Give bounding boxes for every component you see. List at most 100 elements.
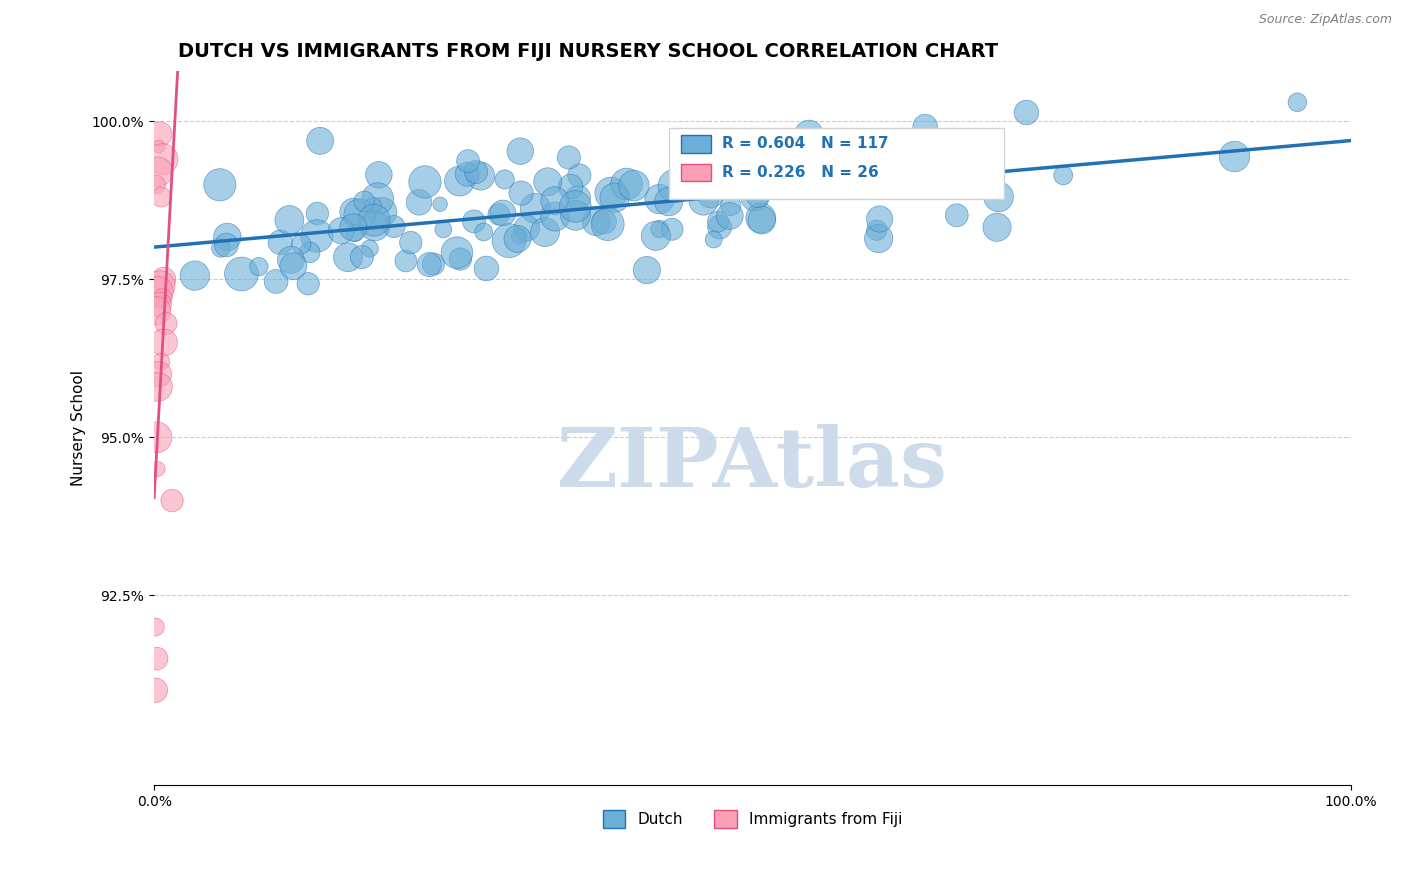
Point [146, 462, 169, 476]
Point [463, 214, 485, 228]
Point [886, 166, 908, 180]
Point [543, 194, 565, 208]
Point [349, 208, 371, 222]
Y-axis label: Nursery School: Nursery School [72, 370, 86, 486]
Point [367, 192, 389, 206]
Point [350, 250, 373, 264]
Point [297, 277, 319, 291]
Point [1015, 105, 1038, 120]
Point [449, 174, 471, 188]
Point [449, 252, 471, 266]
Point [364, 219, 387, 233]
Point [146, 841, 169, 855]
Point [150, 190, 173, 204]
Point [143, 810, 166, 824]
Point [914, 120, 936, 134]
Point [508, 229, 530, 244]
Point [585, 215, 607, 229]
Point [280, 252, 302, 267]
Point [470, 169, 492, 183]
Point [568, 169, 591, 183]
Point [537, 175, 560, 189]
Point [184, 268, 207, 283]
Point [987, 190, 1010, 204]
Point [692, 194, 714, 208]
Point [593, 214, 616, 228]
Point [231, 267, 253, 281]
Point [264, 275, 287, 289]
Point [664, 179, 686, 194]
Point [831, 154, 853, 169]
Point [283, 259, 305, 273]
Point [869, 212, 891, 227]
Point [596, 217, 619, 231]
Point [945, 208, 967, 222]
Point [145, 178, 167, 192]
Text: ZIPAtlas: ZIPAtlas [557, 424, 948, 504]
FancyBboxPatch shape [669, 128, 1004, 199]
Point [636, 263, 658, 277]
Point [616, 177, 638, 191]
Point [146, 165, 169, 179]
Point [623, 178, 645, 193]
Point [149, 127, 172, 141]
Text: R = 0.226   N = 26: R = 0.226 N = 26 [723, 165, 879, 179]
Point [749, 211, 772, 225]
Point [367, 168, 389, 182]
Point [603, 191, 626, 205]
Text: Source: ZipAtlas.com: Source: ZipAtlas.com [1258, 13, 1392, 27]
Point [150, 354, 173, 368]
Point [741, 156, 763, 170]
Point [152, 335, 174, 350]
Point [898, 144, 921, 158]
Point [143, 620, 166, 634]
Point [509, 144, 531, 158]
Point [353, 194, 375, 209]
Point [720, 198, 742, 212]
Point [661, 222, 683, 236]
Point [422, 257, 444, 271]
Point [658, 194, 681, 209]
Point [361, 198, 384, 212]
Point [751, 213, 773, 227]
Point [148, 139, 170, 153]
Point [797, 127, 820, 141]
Point [382, 219, 405, 234]
Point [160, 493, 183, 508]
Point [492, 206, 515, 220]
Point [1223, 149, 1246, 163]
Point [290, 237, 312, 252]
Point [146, 285, 169, 299]
Point [869, 166, 891, 180]
Point [457, 154, 479, 169]
FancyBboxPatch shape [681, 163, 710, 181]
Point [534, 225, 557, 239]
Legend: Dutch, Immigrants from Fiji: Dutch, Immigrants from Fiji [596, 804, 908, 835]
Point [516, 221, 538, 235]
Point [567, 190, 589, 204]
Point [560, 179, 582, 194]
Point [152, 272, 174, 286]
Point [145, 430, 167, 444]
Point [506, 232, 529, 246]
Point [488, 207, 510, 221]
Point [343, 226, 366, 240]
Point [866, 223, 889, 237]
FancyBboxPatch shape [681, 135, 710, 153]
Point [690, 141, 713, 155]
Point [149, 278, 172, 293]
Point [456, 167, 478, 181]
Point [747, 189, 769, 203]
Point [395, 254, 418, 268]
Text: R = 0.604   N = 117: R = 0.604 N = 117 [723, 136, 889, 151]
Point [307, 206, 329, 220]
Point [413, 175, 436, 189]
Point [498, 234, 520, 248]
Point [472, 225, 495, 239]
Point [371, 205, 394, 219]
Point [143, 683, 166, 698]
Point [1286, 95, 1309, 110]
Point [744, 190, 766, 204]
Point [330, 224, 353, 238]
Point [494, 172, 516, 186]
